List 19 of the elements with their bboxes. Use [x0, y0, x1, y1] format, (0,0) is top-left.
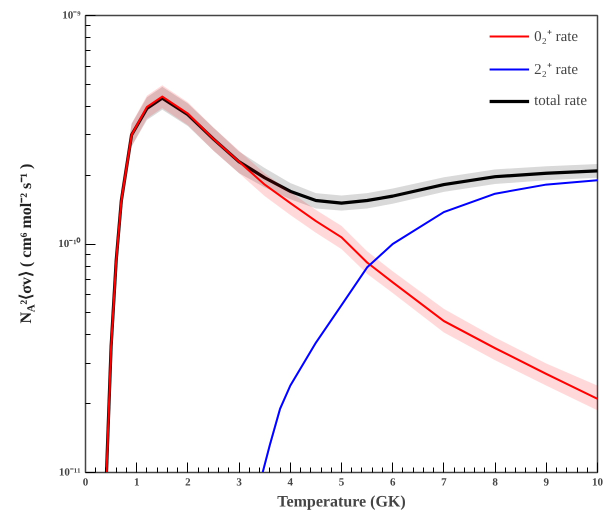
y-tick-label: 10⁻¹⁰	[58, 237, 81, 250]
y-tick-label: 10⁻¹¹	[58, 466, 81, 478]
x-tick-label: 9	[544, 476, 550, 488]
x-tick-label: 0	[82, 476, 89, 488]
y-tick-label: 10⁻⁹	[62, 10, 82, 22]
x-tick-label: 6	[390, 476, 396, 488]
x-tick-label: 2	[185, 476, 192, 488]
x-tick-label: 4	[288, 476, 294, 488]
x-tick-label: 8	[492, 476, 498, 488]
y-axis-title: NA²⟨σv⟩ ( cm⁶ mol⁻² s⁻¹ )	[18, 164, 38, 324]
x-tick-label: 3	[236, 476, 242, 488]
legend-label: 0₂⁺ rate	[534, 28, 578, 46]
x-tick-label: 5	[338, 476, 345, 488]
x-tick-label: 10	[592, 476, 604, 488]
legend-label: 2₂⁺ rate	[534, 61, 578, 79]
x-tick-label: 7	[441, 476, 448, 488]
x-tick-label: 1	[134, 476, 140, 488]
x-axis-title: Temperature (GK)	[277, 494, 406, 510]
legend-label: total rate	[534, 92, 587, 110]
